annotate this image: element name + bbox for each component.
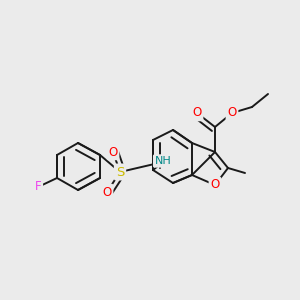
- Text: O: O: [108, 146, 118, 158]
- Text: O: O: [102, 185, 112, 199]
- Text: O: O: [227, 106, 237, 119]
- Text: O: O: [192, 106, 202, 119]
- Text: NH: NH: [154, 156, 171, 166]
- Text: S: S: [116, 166, 124, 178]
- Text: F: F: [35, 181, 41, 194]
- Text: O: O: [210, 178, 220, 191]
